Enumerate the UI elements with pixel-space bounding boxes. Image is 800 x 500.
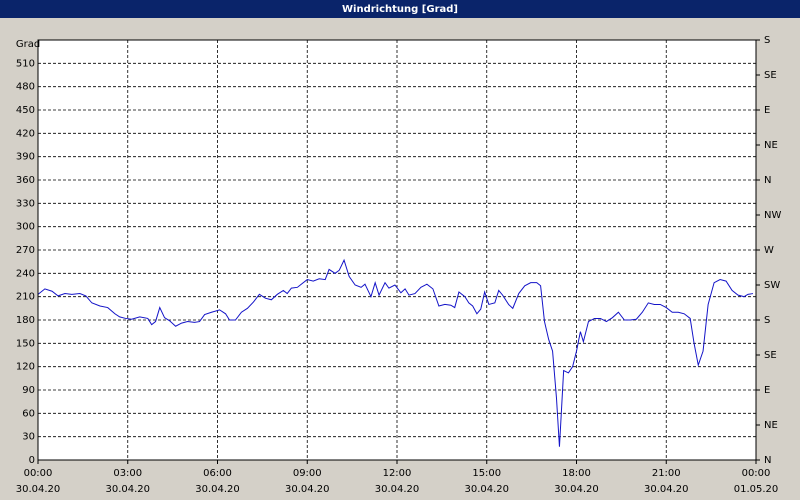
y-tick-label: 0 xyxy=(29,455,35,466)
x-tick-label: 18:00 xyxy=(562,468,591,479)
x-tick-label: 00:00 xyxy=(24,468,53,479)
y-tick-label: 480 xyxy=(16,82,35,93)
y-tick-label: 240 xyxy=(16,268,35,279)
y2-tick-label: S xyxy=(764,315,770,326)
x-tick-label: 06:00 xyxy=(203,468,232,479)
y-tick-label: 420 xyxy=(16,128,35,139)
y-tick-label: 390 xyxy=(16,152,35,163)
x-tick-date: 30.04.20 xyxy=(285,484,330,495)
x-tick-date: 30.04.20 xyxy=(16,484,61,495)
y-tick-label: 450 xyxy=(16,105,35,116)
y-tick-label: 360 xyxy=(16,175,35,186)
x-tick-label: 00:00 xyxy=(742,468,771,479)
y-tick-label: 330 xyxy=(16,198,35,209)
x-tick-label: 09:00 xyxy=(293,468,322,479)
y2-tick-label: N xyxy=(764,175,771,186)
x-tick-label: 03:00 xyxy=(113,468,142,479)
y2-tick-label: NE xyxy=(764,420,778,431)
y-tick-label: 30 xyxy=(22,432,35,443)
x-tick-date: 30.04.20 xyxy=(105,484,150,495)
y2-tick-label: E xyxy=(764,105,770,116)
y2-tick-label: SE xyxy=(764,70,777,81)
x-tick-date: 30.04.20 xyxy=(644,484,689,495)
y-tick-label: 120 xyxy=(16,362,35,373)
y-tick-label: 210 xyxy=(16,292,35,303)
y-tick-label: 90 xyxy=(22,385,35,396)
y-tick-label: 180 xyxy=(16,315,35,326)
chart-title: Windrichtung [Grad] xyxy=(342,4,458,15)
x-tick-date: 30.04.20 xyxy=(375,484,420,495)
x-tick-date: 30.04.20 xyxy=(464,484,509,495)
plot-border xyxy=(37,39,757,461)
y-tick-label: 270 xyxy=(16,245,35,256)
y2-tick-label: SW xyxy=(764,280,780,291)
y2-tick-label: S xyxy=(764,35,770,46)
x-tick-date: 30.04.20 xyxy=(554,484,599,495)
x-tick-date: 30.04.20 xyxy=(195,484,240,495)
y-tick-label: 300 xyxy=(16,222,35,233)
x-tick-date: 01.05.20 xyxy=(734,484,779,495)
y-tick-label: 60 xyxy=(22,408,35,419)
title-bar xyxy=(0,0,800,18)
y-tick-label: 150 xyxy=(16,338,35,349)
y2-tick-label: NW xyxy=(764,210,781,221)
x-tick-label: 21:00 xyxy=(652,468,681,479)
y2-tick-label: NE xyxy=(764,140,778,151)
x-tick-label: 15:00 xyxy=(472,468,501,479)
y2-tick-label: W xyxy=(764,245,774,256)
y2-tick-label: SE xyxy=(764,350,777,361)
x-tick-label: 12:00 xyxy=(383,468,412,479)
y2-tick-label: E xyxy=(764,385,770,396)
y-tick-label: 510 xyxy=(16,58,35,69)
y2-tick-label: N xyxy=(764,455,771,466)
data-line xyxy=(37,258,754,447)
y-axis-label: Grad xyxy=(16,39,40,50)
